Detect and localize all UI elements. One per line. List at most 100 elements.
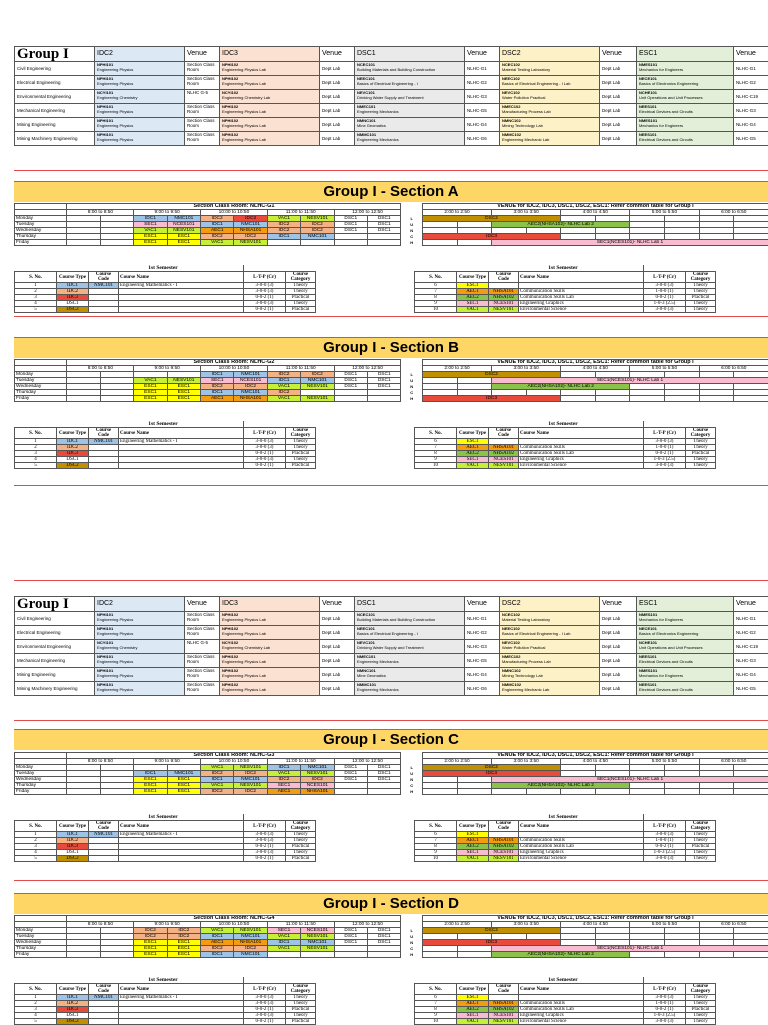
- group-header-cell: IDC3: [220, 47, 320, 62]
- slot-cell: IDC2: [234, 789, 267, 795]
- group-header-cell: DSC1: [355, 47, 465, 62]
- day-label: Friday: [15, 789, 67, 795]
- slot-cell: NHSA101: [301, 789, 334, 795]
- lunch-letter: H: [401, 396, 422, 402]
- group-header-cell: Venue: [734, 597, 768, 612]
- slot-cell: ESC1: [167, 789, 200, 795]
- section-c-title: Group I - Section C: [14, 729, 768, 750]
- slot-cell: AEC1: [201, 396, 234, 402]
- group-header-cell: Venue: [185, 47, 220, 62]
- slot-cell: AEC1: [267, 789, 300, 795]
- slot-cell: ESC1: [134, 396, 167, 402]
- slot-cell: NHSA101: [234, 396, 267, 402]
- slot-cell: ESC1: [134, 789, 167, 795]
- slot-cell: VAC1: [201, 240, 234, 246]
- divider: [14, 170, 768, 171]
- slot-cell: NESV101: [301, 396, 334, 402]
- slot-cell: ESC1: [134, 952, 167, 958]
- group-header-cell: Venue: [600, 597, 637, 612]
- group-header-cell: Venue: [320, 597, 355, 612]
- divider: [14, 880, 768, 881]
- group-title: Group I: [15, 597, 95, 612]
- group-header-cell: Venue: [465, 597, 500, 612]
- day-label: Friday: [15, 240, 67, 246]
- group-header-cell: DSC2: [500, 597, 600, 612]
- group-header-cell: DSC1: [355, 597, 465, 612]
- divider: [14, 316, 768, 317]
- group-header-cell: ESC1: [637, 597, 734, 612]
- group-header-cell: IDC2: [95, 597, 185, 612]
- group-header-cell: IDC3: [220, 597, 320, 612]
- group-header-cell: Venue: [600, 47, 637, 62]
- divider: [14, 485, 768, 486]
- slot-cell: NMC101: [234, 952, 267, 958]
- section-b-title: Group I - Section B: [14, 337, 768, 358]
- lunch-letter: H: [401, 952, 422, 958]
- group-header-cell: Venue: [185, 597, 220, 612]
- lunch-letter: H: [401, 789, 422, 795]
- group-title: Group I: [15, 47, 95, 62]
- group-header-cell: DSC2: [500, 47, 600, 62]
- slot-cell: IDC1: [201, 952, 234, 958]
- divider: [14, 580, 768, 581]
- section-a-title: Group I - Section A: [14, 181, 768, 202]
- day-label: Friday: [15, 952, 67, 958]
- slot-cell: NESV101: [234, 240, 267, 246]
- slot-cell: ESC1: [167, 396, 200, 402]
- slot-cell: VAC1: [267, 396, 300, 402]
- lunch-letter: H: [401, 240, 422, 246]
- afternoon-slot: IDC3: [422, 396, 560, 402]
- afternoon-slot: AEC2(NHSA102)- NLHC Lab 2: [492, 952, 630, 958]
- group-header-cell: Venue: [320, 47, 355, 62]
- group-header-cell: Venue: [734, 47, 768, 62]
- slot-cell: ESC1: [167, 952, 200, 958]
- group-header-cell: IDC2: [95, 47, 185, 62]
- section-d-title: Group I - Section D: [14, 893, 768, 914]
- divider: [14, 720, 768, 721]
- group-header-cell: Venue: [465, 47, 500, 62]
- day-label: Friday: [15, 396, 67, 402]
- slot-cell: IDC2: [201, 789, 234, 795]
- slot-cell: ESC1: [167, 240, 200, 246]
- afternoon-slot: SEC1(NCES101)- NLHC Lab 1: [492, 240, 768, 246]
- group-header-cell: ESC1: [637, 47, 734, 62]
- slot-cell: ESC1: [134, 240, 167, 246]
